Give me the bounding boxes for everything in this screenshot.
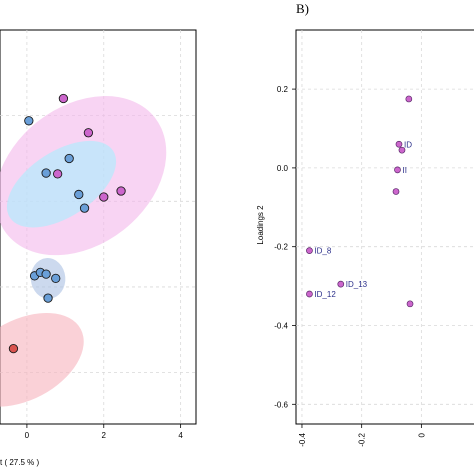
panel-a-x-ticks: 0 2 4 bbox=[25, 424, 183, 440]
loading-point bbox=[406, 300, 414, 308]
data-point-pink bbox=[116, 186, 126, 196]
panel-a-plot: 0 2 4 t ( 27.5 % ) bbox=[0, 29, 197, 467]
loading-point-label: ID_13 bbox=[346, 280, 368, 289]
panel-b-points: ID_8 ID_12 ID_13 ID II bbox=[306, 95, 414, 308]
loading-point-label: II bbox=[402, 166, 406, 175]
loading-point bbox=[306, 247, 313, 254]
data-point-pink bbox=[52, 169, 63, 179]
loading-point-label: ID bbox=[404, 140, 412, 149]
panel-b-y-tick-label: -0.4 bbox=[274, 322, 288, 331]
panel-b-x-ticks: -0.4 -0.2 0 bbox=[298, 424, 426, 447]
panel-b-x-tick-label: -0.2 bbox=[358, 432, 367, 446]
panel-a-x-tick-label: 4 bbox=[178, 431, 183, 440]
data-point-rose bbox=[8, 343, 19, 354]
data-point-cyan bbox=[79, 203, 90, 213]
panel-b-y-axis-label: Loadings 2 bbox=[256, 205, 265, 245]
confidence-ellipse-cyan bbox=[6, 140, 117, 228]
data-point-cyan bbox=[74, 189, 84, 200]
loading-point-label: ID_12 bbox=[314, 290, 336, 299]
data-point-pink bbox=[83, 128, 94, 138]
panel-a-points bbox=[8, 93, 126, 354]
panel-b-plot-frame bbox=[295, 29, 474, 425]
loading-point bbox=[405, 95, 413, 103]
data-point-cyan bbox=[41, 168, 51, 178]
data-point-pink bbox=[99, 192, 109, 202]
loading-point bbox=[398, 146, 406, 154]
loading-point bbox=[392, 188, 400, 195]
loading-point bbox=[306, 290, 313, 298]
panel-b-y-ticks: 0.2 0.0 -0.2 -0.4 -0.6 bbox=[274, 85, 296, 409]
panel-b-x-tick-label: -0.4 bbox=[298, 432, 307, 446]
loading-point bbox=[395, 140, 403, 148]
panel-b-plot: B) ID_8 ID_12 ID_13 ID II 0.2 0.0 -0.2 -0.4 -0.6… bbox=[256, 1, 474, 447]
panel-b-y-tick-label: -0.2 bbox=[274, 243, 288, 252]
loading-point bbox=[337, 280, 345, 288]
panel-b-y-tick-label: -0.6 bbox=[274, 400, 288, 409]
panel-b-y-tick-label: 0.2 bbox=[277, 85, 289, 94]
panel-a-x-tick-label: 2 bbox=[102, 431, 107, 440]
loading-point-label: ID_8 bbox=[314, 247, 331, 256]
loading-point bbox=[394, 166, 401, 174]
panel-b-y-tick-label: 0.0 bbox=[277, 164, 289, 173]
data-point-cyan bbox=[64, 153, 74, 164]
panel-a-x-tick-label: 0 bbox=[25, 431, 30, 440]
data-point-navy bbox=[51, 273, 61, 284]
panel-b-title: B) bbox=[296, 1, 309, 16]
data-point-cyan bbox=[24, 116, 34, 126]
panel-a-x-axis-label: t ( 27.5 % ) bbox=[0, 458, 39, 467]
data-point-navy bbox=[43, 293, 53, 303]
data-point-navy bbox=[41, 269, 51, 279]
confidence-ellipse-rose bbox=[0, 312, 84, 407]
data-point-pink bbox=[58, 93, 69, 104]
panel-b-x-tick-label: 0 bbox=[417, 432, 426, 437]
